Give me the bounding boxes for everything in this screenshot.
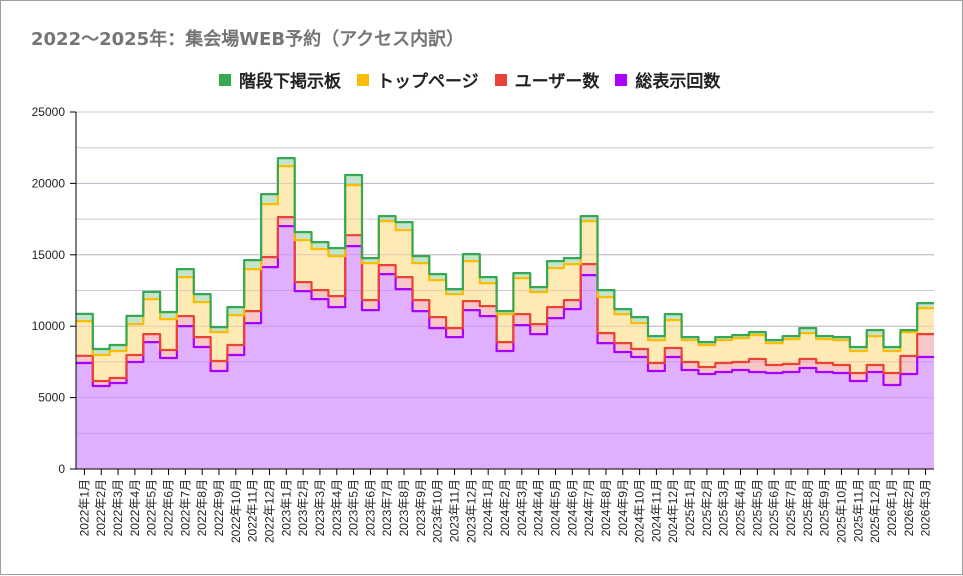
y-tick-label: 25000 [32, 105, 66, 119]
x-tick-label: 2024年2月 [498, 479, 512, 536]
x-tick-label: 2023年12月 [464, 479, 478, 543]
x-tick-label: 2022年5月 [145, 479, 159, 536]
x-tick-label: 2022年6月 [162, 479, 176, 536]
x-tick-label: 2023年10月 [431, 479, 445, 543]
x-tick-label: 2024年6月 [565, 479, 579, 536]
x-tick-label: 2022年11月 [246, 479, 260, 542]
x-tick-label: 2025年11月 [851, 479, 865, 542]
legend-swatch-icon [357, 73, 369, 86]
x-tick-label: 2023年11月 [448, 479, 462, 542]
area-fill-series-1 [76, 217, 934, 386]
x-tick-label: 2023年1月 [279, 479, 293, 536]
x-tick-label: 2025年1月 [683, 479, 697, 536]
x-tick-label: 2024年3月 [515, 479, 529, 536]
x-tick-label: 2024年4月 [532, 479, 546, 536]
x-tick-label: 2022年3月 [111, 479, 125, 536]
x-tick-label: 2023年7月 [380, 479, 394, 536]
x-tick-label: 2023年2月 [296, 479, 310, 536]
y-tick-label: 15000 [32, 248, 66, 262]
x-tick-label: 2024年9月 [616, 479, 630, 536]
x-tick-label: 2024年10月 [633, 479, 647, 543]
x-tick-label: 2022年12月 [263, 479, 277, 543]
x-tick-label: 2023年5月 [347, 479, 361, 536]
x-tick-label: 2024年11月 [649, 479, 663, 542]
x-tick-label: 2025年9月 [818, 479, 832, 536]
x-tick-label: 2025年3月 [717, 479, 731, 536]
y-tick-label: 5000 [38, 391, 65, 405]
legend-item-total-views[interactable]: 総表示回数 [615, 67, 720, 92]
legend-swatch-icon [615, 73, 628, 86]
x-tick-label: 2025年12月 [868, 479, 882, 543]
x-tick-label: 2024年12月 [666, 479, 680, 543]
legend: 階段下掲示板 トップページ ユーザー数 総表示回数 [219, 67, 736, 92]
x-tick-label: 2022年10月 [229, 479, 243, 543]
area-fill-series-2 [76, 166, 934, 381]
series-line-2 [76, 165, 934, 357]
x-tick-label: 2025年2月 [700, 479, 714, 536]
x-tick-label: 2026年3月 [919, 479, 933, 536]
x-tick-label: 2025年10月 [835, 479, 849, 543]
x-tick-label: 2025年4月 [734, 479, 748, 536]
y-tick-label: 10000 [32, 319, 66, 333]
x-tick-label: 2022年9月 [212, 479, 226, 536]
legend-item-users[interactable]: ユーザー数 [494, 67, 600, 92]
legend-swatch-icon [494, 73, 507, 86]
x-tick-label: 2025年6月 [767, 479, 781, 536]
x-tick-label: 2024年8月 [599, 479, 613, 536]
legend-label: トップページ [377, 72, 479, 92]
legend-item-bulletin-board[interactable]: 階段下掲示板 [219, 67, 341, 92]
x-tick-label: 2025年7月 [784, 479, 798, 536]
x-tick-label: 2023年9月 [414, 479, 428, 536]
legend-label: 階段下掲示板 [239, 72, 341, 92]
x-tick-label: 2022年7月 [178, 479, 192, 536]
y-tick-label: 0 [58, 462, 65, 476]
x-tick-label: 2023年4月 [330, 479, 344, 536]
x-tick-label: 2022年8月 [195, 479, 209, 536]
legend-label: 総表示回数 [635, 72, 721, 92]
x-tick-label: 2023年6月 [363, 479, 377, 536]
x-tick-label: 2026年1月 [885, 479, 899, 536]
x-tick-label: 2025年8月 [801, 479, 815, 536]
legend-label: ユーザー数 [514, 72, 600, 92]
x-tick-label: 2024年1月 [481, 479, 495, 536]
x-tick-label: 2024年7月 [582, 479, 596, 536]
area-fill-series-0 [76, 226, 934, 469]
legend-item-top-page[interactable]: トップページ [357, 67, 479, 92]
x-tick-label: 2023年8月 [397, 479, 411, 536]
x-tick-label: 2025年5月 [750, 479, 764, 536]
series-line-0 [76, 225, 934, 388]
x-tick-label: 2022年2月 [94, 479, 108, 536]
chart-title: 2022～2025年：集会場WEB予約（アクセス内訳） [31, 29, 465, 50]
x-tick-label: 2022年1月 [77, 479, 91, 536]
series-line-1 [76, 216, 934, 383]
legend-swatch-icon [219, 73, 231, 86]
x-tick-label: 2022年4月 [128, 479, 142, 536]
series-line-3 [76, 157, 934, 351]
x-tick-label: 2023年3月 [313, 479, 327, 536]
x-tick-label: 2024年5月 [549, 479, 563, 536]
x-tick-label: 2026年2月 [902, 479, 916, 536]
y-tick-label: 20000 [32, 176, 66, 190]
